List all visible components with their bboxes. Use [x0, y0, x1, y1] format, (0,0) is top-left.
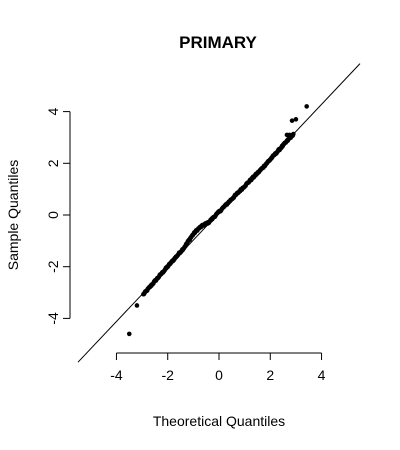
- y-tick-label: -4: [45, 312, 61, 325]
- y-tick-label: -2: [45, 260, 61, 273]
- y-tick-label: 0: [45, 211, 61, 219]
- axes: -4 -2 0 2 4 -4 -2 0 2 4: [45, 108, 326, 383]
- data-point: [289, 118, 295, 123]
- x-tick-label: 0: [215, 367, 223, 383]
- data-points: [126, 104, 309, 337]
- y-axis-label: Sample Quantiles: [5, 160, 21, 271]
- x-axis-label: Theoretical Quantiles: [153, 413, 285, 429]
- x-tick-label: -4: [110, 367, 123, 383]
- data-point: [287, 132, 292, 138]
- data-point: [291, 131, 296, 137]
- data-point: [293, 117, 299, 122]
- x-tick-label: 2: [266, 367, 274, 383]
- y-tick-label: 2: [45, 159, 61, 167]
- data-point: [304, 104, 309, 109]
- x-tick-label: -2: [162, 367, 175, 383]
- data-point: [126, 331, 132, 337]
- x-tick-label: 4: [318, 367, 326, 383]
- chart-title: PRIMARY: [179, 33, 257, 52]
- data-point: [134, 303, 140, 308]
- y-tick-label: 4: [45, 108, 61, 116]
